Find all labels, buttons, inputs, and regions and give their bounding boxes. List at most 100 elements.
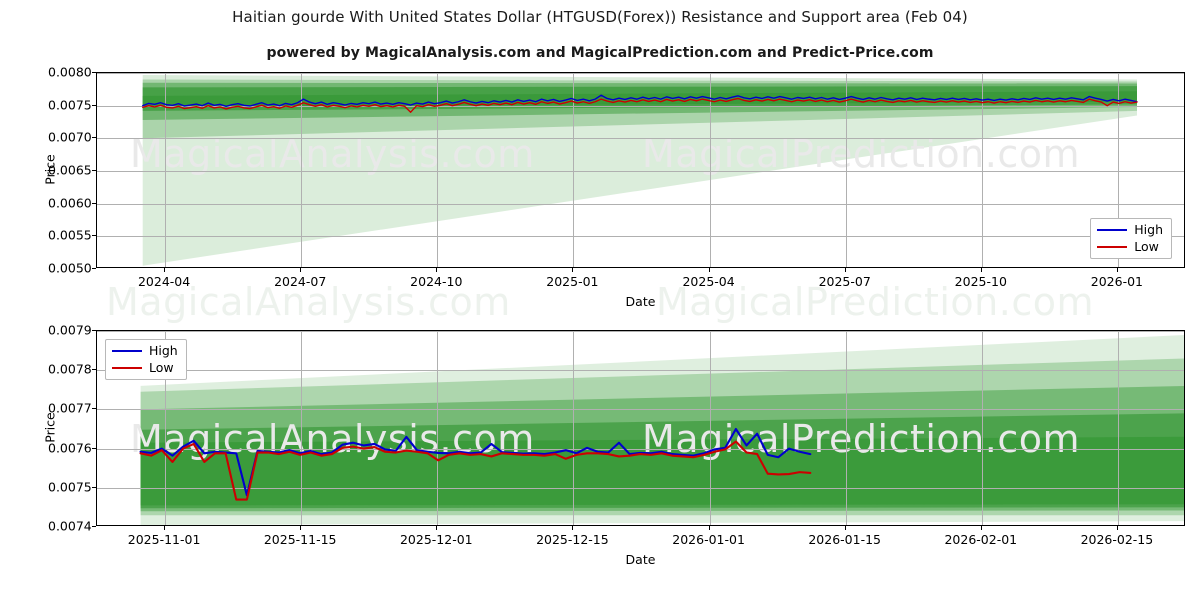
y-tick-mark	[92, 330, 96, 331]
x-tick-label: 2026-02-15	[1080, 532, 1154, 547]
y-tick-mark	[92, 526, 96, 527]
x-tick-label: 2024-04	[137, 274, 191, 289]
x-tick-mark	[572, 526, 574, 530]
y-tick-label: 0.0055	[48, 227, 92, 243]
series-line-high	[142, 94, 1138, 108]
y-tick-label: 0.0077	[48, 400, 92, 416]
gridline-y-3	[97, 171, 1184, 172]
x-tick-label: 2026-02-01	[944, 532, 1018, 547]
gridline-x-7	[1117, 73, 1119, 267]
x-tick-mark	[300, 526, 302, 530]
gridline-x-4	[709, 331, 711, 525]
y-tick-label: 0.0076	[48, 440, 92, 456]
y-tick-mark	[92, 408, 96, 410]
legend-swatch-high	[112, 350, 142, 352]
x-tick-mark	[300, 268, 302, 272]
y-tick-mark	[92, 369, 96, 371]
chart-legend: High Low	[105, 339, 187, 380]
y-tick-label: 0.0065	[48, 162, 92, 178]
overview-chart-panel: MagicalAnalysis.com MagicalPrediction.com…	[96, 72, 1185, 268]
legend-label-high: High	[1134, 222, 1163, 237]
x-tick-mark	[980, 526, 982, 530]
x-tick-mark	[572, 268, 574, 272]
gridline-x-1	[301, 331, 303, 525]
legend-swatch-high	[1097, 229, 1128, 231]
y-tick-label: 0.0070	[48, 129, 92, 145]
gridline-y-2	[97, 203, 1184, 205]
series-line-low	[139, 440, 812, 501]
y-tick-label: 0.0075	[48, 479, 92, 495]
x-tick-mark	[1116, 268, 1118, 272]
gridline-y-1	[97, 236, 1184, 238]
x-tick-label: 2024-10	[410, 274, 463, 289]
x-tick-label: 2026-01-15	[808, 532, 882, 547]
x-tick-mark	[844, 526, 846, 530]
legend-item-high: High	[112, 343, 178, 358]
y-tick-mark	[92, 104, 96, 106]
x-tick-mark	[708, 268, 710, 272]
y-tick-label: 0.0079	[48, 322, 92, 338]
y-tick-label: 0.0078	[48, 361, 92, 377]
legend-label-low: Low	[1134, 239, 1159, 254]
y-tick-label: 0.0060	[48, 195, 92, 211]
y-tick-mark	[92, 235, 96, 237]
y-axis-title: Price	[42, 154, 58, 185]
gridline-y-4	[97, 370, 1184, 372]
gridline-y-2	[97, 448, 1184, 450]
gridline-x-3	[573, 73, 575, 267]
series-lines	[139, 427, 812, 501]
x-tick-mark	[164, 268, 166, 272]
x-tick-mark	[844, 268, 846, 272]
band-core	[142, 91, 1137, 107]
legend-item-low: Low	[112, 360, 178, 375]
y-tick-mark	[92, 170, 96, 171]
y-tick-mark	[92, 72, 96, 73]
gridline-x-6	[981, 73, 983, 267]
x-tick-mark	[708, 526, 710, 530]
x-tick-mark	[164, 526, 166, 530]
gridline-x-5	[845, 331, 847, 525]
y-tick-label: 0.0074	[48, 518, 92, 534]
y-tick-mark	[92, 137, 96, 139]
x-tick-label: 2025-12-15	[536, 532, 609, 547]
x-tick-label: 2025-11-15	[263, 532, 337, 547]
legend-item-low: Low	[1097, 239, 1163, 254]
x-tick-label: 2024-07	[274, 274, 327, 289]
series-line-low	[142, 97, 1138, 113]
x-tick-mark	[980, 268, 982, 272]
series-line-high	[139, 427, 812, 497]
gridline-x-4	[709, 73, 711, 267]
x-axis-title: Date	[625, 552, 656, 567]
gridline-x-2	[437, 73, 439, 267]
gridline-x-3	[573, 331, 575, 525]
y-tick-label: 0.0075	[48, 97, 92, 113]
x-tick-label: 2025-10	[954, 274, 1007, 289]
x-tick-mark	[436, 526, 438, 530]
gridline-y-5	[97, 331, 1184, 332]
y-tick-mark	[92, 447, 96, 449]
gridline-x-1	[301, 73, 303, 267]
legend-swatch-low	[1097, 246, 1128, 248]
page-subtitle: powered by MagicalAnalysis.com and Magic…	[266, 45, 934, 61]
legend-label-high: High	[149, 343, 178, 358]
y-tick-label: 0.0050	[48, 260, 92, 276]
x-tick-label: 2025-01	[546, 274, 599, 289]
y-tick-mark	[92, 268, 96, 269]
gridline-x-2	[437, 331, 439, 525]
zoom-chart-panel: MagicalAnalysis.com MagicalPrediction.com…	[96, 330, 1185, 526]
x-tick-label: 2025-04	[682, 274, 735, 289]
x-tick-mark	[1116, 526, 1118, 530]
legend-item-high: High	[1097, 222, 1163, 237]
legend-label-low: Low	[149, 360, 174, 375]
y-axis-title: Price	[42, 412, 58, 443]
y-tick-mark	[92, 486, 96, 488]
y-tick-mark	[92, 202, 96, 204]
x-tick-label: 2025-12-01	[399, 532, 473, 547]
series-lines	[142, 94, 1138, 113]
x-tick-label: 2026-01	[1090, 274, 1144, 289]
gridline-x-0	[165, 73, 167, 267]
gridline-y-4	[97, 138, 1184, 140]
gridline-y-5	[97, 105, 1184, 107]
gridline-y-1	[97, 487, 1184, 489]
